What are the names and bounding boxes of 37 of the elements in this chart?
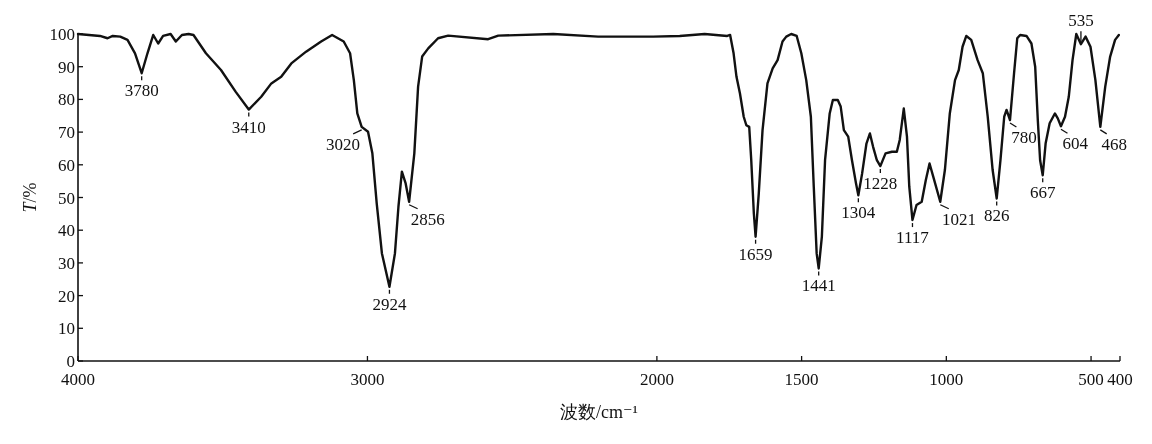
annotation: 1659 bbox=[738, 244, 773, 264]
x-tick-label: 1000 bbox=[929, 370, 964, 389]
x-tick-label: 4000 bbox=[61, 370, 95, 389]
annotation: 1117 bbox=[896, 228, 930, 248]
annotation: 826 bbox=[983, 206, 1010, 226]
y-axis-title: T/% bbox=[20, 182, 40, 213]
y-tick-label: 60 bbox=[58, 155, 75, 175]
y-tick-label: 50 bbox=[58, 188, 75, 208]
annotation: 468 bbox=[1101, 134, 1128, 154]
annotation: 604 bbox=[1062, 134, 1089, 154]
annotation: 1228 bbox=[863, 174, 898, 194]
y-tick-label: 90 bbox=[58, 57, 75, 77]
annotation: 3410 bbox=[231, 117, 266, 137]
annotation: 1441 bbox=[801, 276, 836, 296]
y-tick-label: 20 bbox=[58, 286, 75, 306]
y-tick-label: 10 bbox=[58, 319, 75, 339]
x-axis-title: 波数/cm⁻¹ bbox=[560, 402, 638, 422]
y-tick-label: 100 bbox=[49, 25, 75, 44]
y-tick-label: 40 bbox=[58, 221, 75, 241]
y-tick-label: 30 bbox=[58, 253, 75, 273]
annotation: 3780 bbox=[124, 81, 159, 101]
y-tick-label: 80 bbox=[58, 90, 75, 110]
x-tick-label: 2000 bbox=[639, 370, 674, 389]
x-tick-label: 500 bbox=[1078, 370, 1104, 389]
annotation: 780 bbox=[1011, 128, 1037, 147]
annotation: 3020 bbox=[325, 134, 360, 154]
x-tick-label: 3000 bbox=[350, 370, 385, 389]
annotation: 1304 bbox=[841, 203, 876, 223]
annotation: 2924 bbox=[372, 294, 407, 314]
annotation: 1021 bbox=[941, 209, 976, 229]
annotation: 535 bbox=[1068, 11, 1094, 31]
annotation: 2856 bbox=[410, 209, 445, 229]
x-tick-label: 1500 bbox=[784, 370, 819, 389]
y-tick-label: 70 bbox=[58, 123, 75, 143]
annotation: 667 bbox=[1029, 183, 1056, 203]
y-tick-label: 0 bbox=[66, 352, 75, 371]
x-tick-label: 400 bbox=[1107, 370, 1133, 389]
